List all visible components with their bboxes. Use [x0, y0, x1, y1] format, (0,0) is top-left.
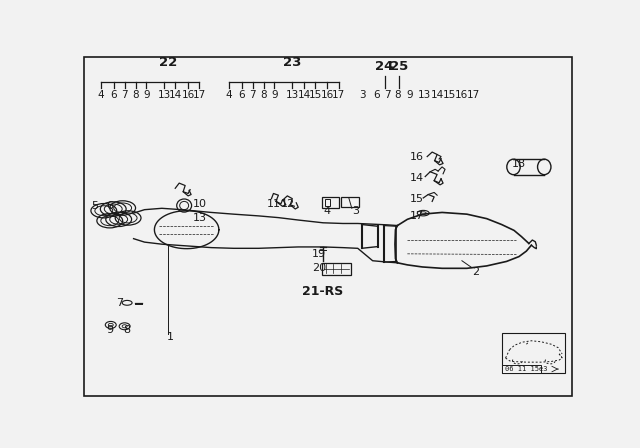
Text: 4: 4: [97, 90, 104, 100]
Text: 13: 13: [193, 213, 207, 223]
Text: 13: 13: [285, 90, 299, 100]
Text: 19: 19: [312, 249, 326, 259]
Text: 7: 7: [384, 90, 391, 100]
Text: 21-RS: 21-RS: [302, 285, 344, 298]
Text: 17: 17: [410, 211, 424, 221]
Text: 2: 2: [472, 267, 479, 277]
Text: 1: 1: [167, 332, 174, 342]
Text: 24: 24: [375, 60, 394, 73]
FancyBboxPatch shape: [502, 365, 541, 373]
Text: 16: 16: [455, 90, 468, 100]
Text: 17: 17: [467, 90, 481, 100]
Text: 8: 8: [394, 90, 401, 100]
Text: 9: 9: [271, 90, 278, 100]
Text: 9: 9: [106, 325, 113, 335]
Text: 13: 13: [157, 90, 171, 100]
Text: 17: 17: [193, 90, 205, 100]
Text: 15: 15: [308, 90, 322, 100]
Text: 10: 10: [193, 199, 207, 209]
Text: 14: 14: [431, 90, 444, 100]
Text: 6: 6: [106, 201, 113, 211]
Text: 6: 6: [111, 90, 117, 100]
Text: 4: 4: [225, 90, 232, 100]
Text: 12: 12: [280, 199, 294, 209]
Text: 14: 14: [298, 90, 311, 100]
Text: 7: 7: [250, 90, 256, 100]
Text: 25: 25: [390, 60, 408, 73]
Text: 16: 16: [182, 90, 195, 100]
Text: 11: 11: [266, 199, 280, 209]
Text: 8: 8: [132, 90, 139, 100]
Text: 16: 16: [410, 152, 423, 162]
Text: 6: 6: [373, 90, 380, 100]
Text: 20: 20: [312, 263, 326, 273]
Text: 9: 9: [406, 90, 413, 100]
Text: 23: 23: [283, 56, 301, 69]
Text: 4: 4: [323, 206, 330, 216]
Text: 15: 15: [443, 90, 456, 100]
Text: 3: 3: [360, 90, 366, 100]
Text: 8: 8: [260, 90, 267, 100]
Text: 16: 16: [321, 90, 333, 100]
Text: 6: 6: [238, 90, 245, 100]
Text: 13: 13: [418, 90, 431, 100]
Text: 9: 9: [143, 90, 150, 100]
Text: 22: 22: [159, 56, 177, 69]
Text: 14: 14: [168, 90, 182, 100]
Text: 5: 5: [92, 201, 99, 211]
Text: 3: 3: [352, 206, 359, 216]
Text: 14: 14: [410, 173, 424, 183]
Text: 7: 7: [122, 90, 128, 100]
Text: 18: 18: [511, 159, 525, 169]
Text: 8: 8: [124, 325, 131, 335]
Text: 15: 15: [410, 194, 423, 204]
Text: 06 11 15e3: 06 11 15e3: [504, 366, 547, 372]
Text: 7: 7: [116, 298, 123, 308]
Text: 17: 17: [332, 90, 346, 100]
